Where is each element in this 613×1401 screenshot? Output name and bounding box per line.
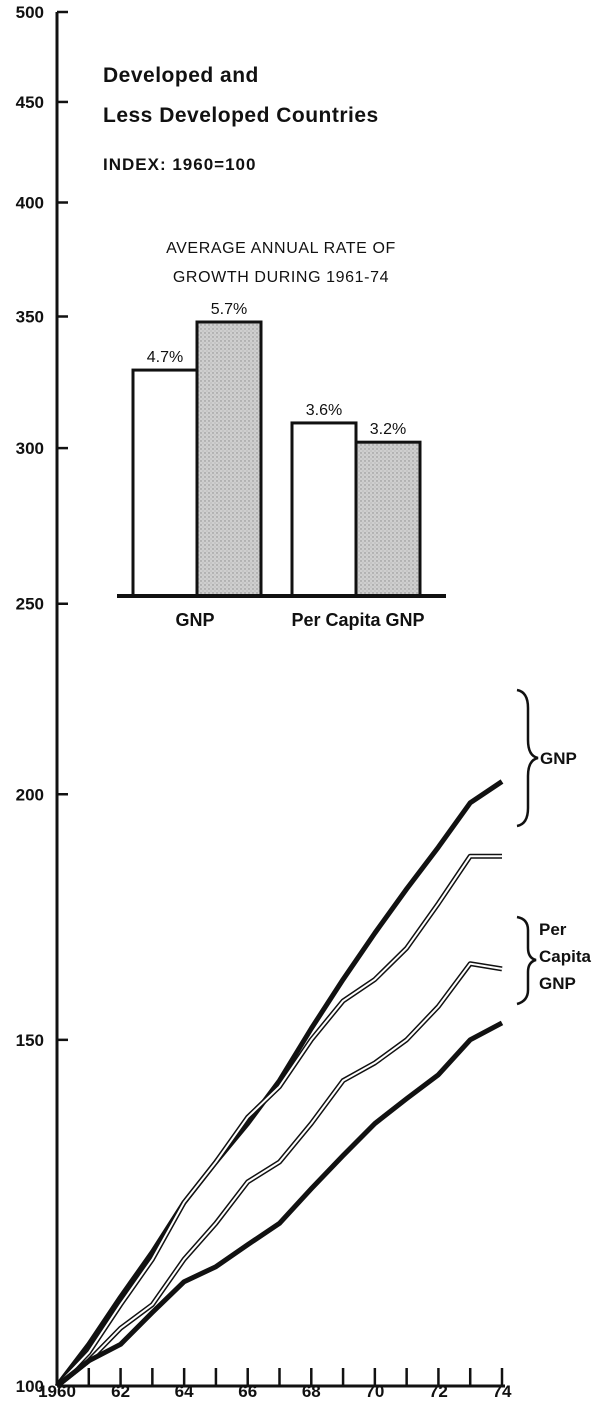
x-tick-label: 72 bbox=[429, 1382, 448, 1401]
chart-title: Developed and bbox=[103, 64, 259, 87]
inset-bar-chart: AVERAGE ANNUAL RATE OF GROWTH DURING 196… bbox=[117, 240, 446, 630]
inset-title-line-2: GROWTH DURING 1961-74 bbox=[173, 269, 389, 286]
bracket-per-capita-label-2: Capita bbox=[539, 947, 592, 966]
category-label-per-capita-gnp: Per Capita GNP bbox=[291, 610, 424, 630]
y-ticks: 100 150 200 250 300 350 400 450 500 bbox=[16, 3, 68, 1396]
line-per-capita-gnp-outline-inner bbox=[56, 962, 503, 1387]
y-tick-label: 150 bbox=[16, 1031, 44, 1050]
x-ticks: 1960 62 64 66 68 70 72 74 bbox=[38, 1368, 512, 1401]
bar-value-label: 3.2% bbox=[370, 421, 406, 438]
line-per-capita-gnp-outline-outer bbox=[55, 961, 503, 1388]
bracket-per-capita-label-3: GNP bbox=[539, 974, 576, 993]
inset-title-line-1: AVERAGE ANNUAL RATE OF bbox=[166, 240, 396, 257]
x-tick-label: 70 bbox=[365, 1382, 384, 1401]
y-tick-label: 500 bbox=[16, 3, 44, 22]
bracket-gnp-label: GNP bbox=[540, 749, 577, 768]
bar-gnp-white bbox=[131, 368, 199, 598]
x-tick-label: 64 bbox=[175, 1382, 194, 1401]
bracket-gnp-shape bbox=[516, 688, 539, 828]
bar-per-capita-gnp-white bbox=[290, 421, 358, 598]
y-tick-label: 350 bbox=[16, 307, 44, 326]
chart-subtitle: INDEX: 1960=100 bbox=[103, 155, 256, 174]
y-tick-label: 200 bbox=[16, 785, 44, 804]
x-tick-label: 66 bbox=[238, 1382, 257, 1401]
x-tick-label: 1960 bbox=[38, 1382, 76, 1401]
chart-title-line-2: Less Developed Countries bbox=[103, 104, 379, 127]
bars: 4.7% 5.7% 3.6% 3.2% bbox=[131, 301, 422, 598]
bracket-per-capita-gnp: Per Capita GNP bbox=[516, 915, 592, 1006]
line-gnp-outline-outer bbox=[55, 853, 502, 1388]
bar-per-capita-gnp-stippled bbox=[354, 440, 422, 598]
bar-value-label: 4.7% bbox=[147, 349, 183, 366]
bar-gnp-stippled bbox=[195, 320, 263, 598]
y-tick-label: 100 bbox=[16, 1377, 44, 1396]
category-label-gnp: GNP bbox=[175, 610, 214, 630]
x-tick-label: 68 bbox=[302, 1382, 321, 1401]
line-per-capita-gnp-solid bbox=[55, 1020, 504, 1388]
bar-value-label: 3.6% bbox=[306, 402, 342, 419]
bracket-per-capita-shape bbox=[516, 915, 537, 1006]
line-gnp-outline-inner bbox=[56, 855, 502, 1387]
line-gnp-solid bbox=[55, 779, 504, 1388]
y-tick-label: 400 bbox=[16, 194, 44, 213]
series-lines bbox=[55, 779, 504, 1388]
bar-value-label: 5.7% bbox=[211, 301, 247, 318]
line-per-capita-gnp-outline bbox=[55, 961, 503, 1388]
bracket-per-capita-label-1: Per bbox=[539, 920, 567, 939]
bracket-gnp: GNP bbox=[516, 688, 577, 828]
y-tick-label: 250 bbox=[16, 595, 44, 614]
y-tick-label: 300 bbox=[16, 439, 44, 458]
y-tick-label: 450 bbox=[16, 93, 44, 112]
x-tick-label: 62 bbox=[111, 1382, 130, 1401]
line-gnp-outline bbox=[55, 853, 502, 1388]
x-tick-label: 74 bbox=[493, 1382, 512, 1401]
